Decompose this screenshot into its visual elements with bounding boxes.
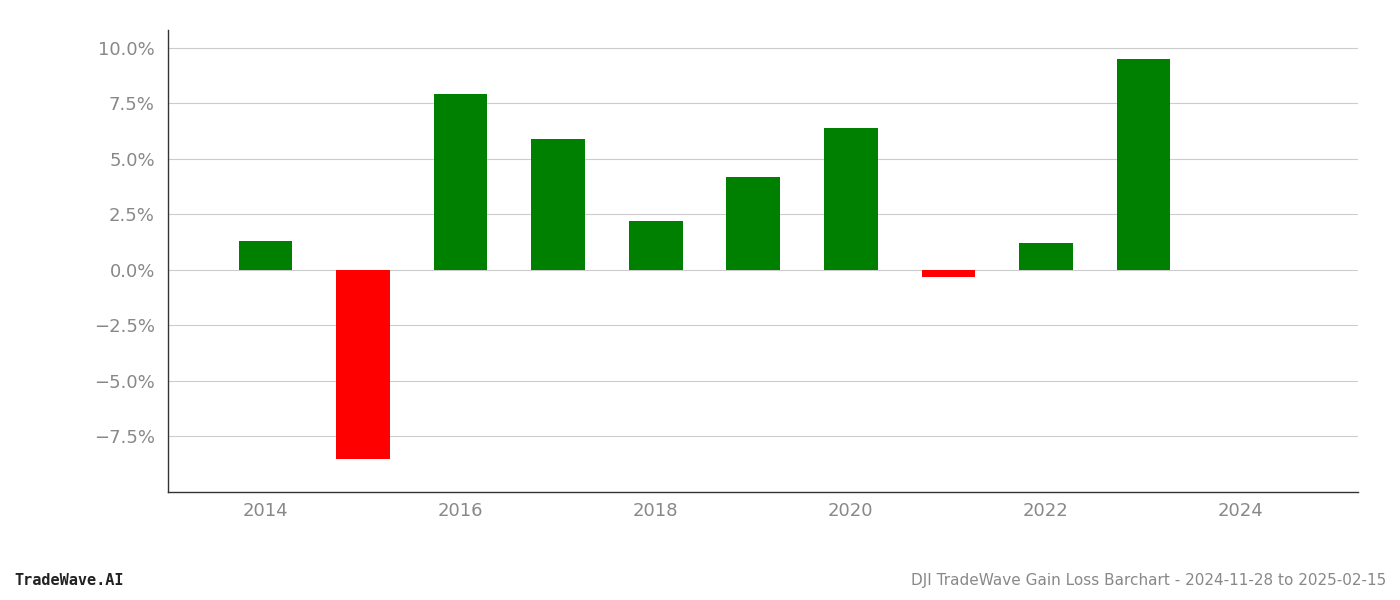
Bar — [434, 94, 487, 270]
Bar — [825, 128, 878, 270]
Bar — [532, 139, 585, 270]
Bar — [629, 221, 683, 270]
Text: TradeWave.AI: TradeWave.AI — [14, 573, 123, 588]
Bar — [336, 270, 391, 458]
Bar — [727, 176, 780, 270]
Bar — [239, 241, 293, 270]
Bar — [921, 270, 976, 277]
Bar — [1019, 243, 1072, 270]
Bar — [1117, 59, 1170, 270]
Text: DJI TradeWave Gain Loss Barchart - 2024-11-28 to 2025-02-15: DJI TradeWave Gain Loss Barchart - 2024-… — [911, 573, 1386, 588]
